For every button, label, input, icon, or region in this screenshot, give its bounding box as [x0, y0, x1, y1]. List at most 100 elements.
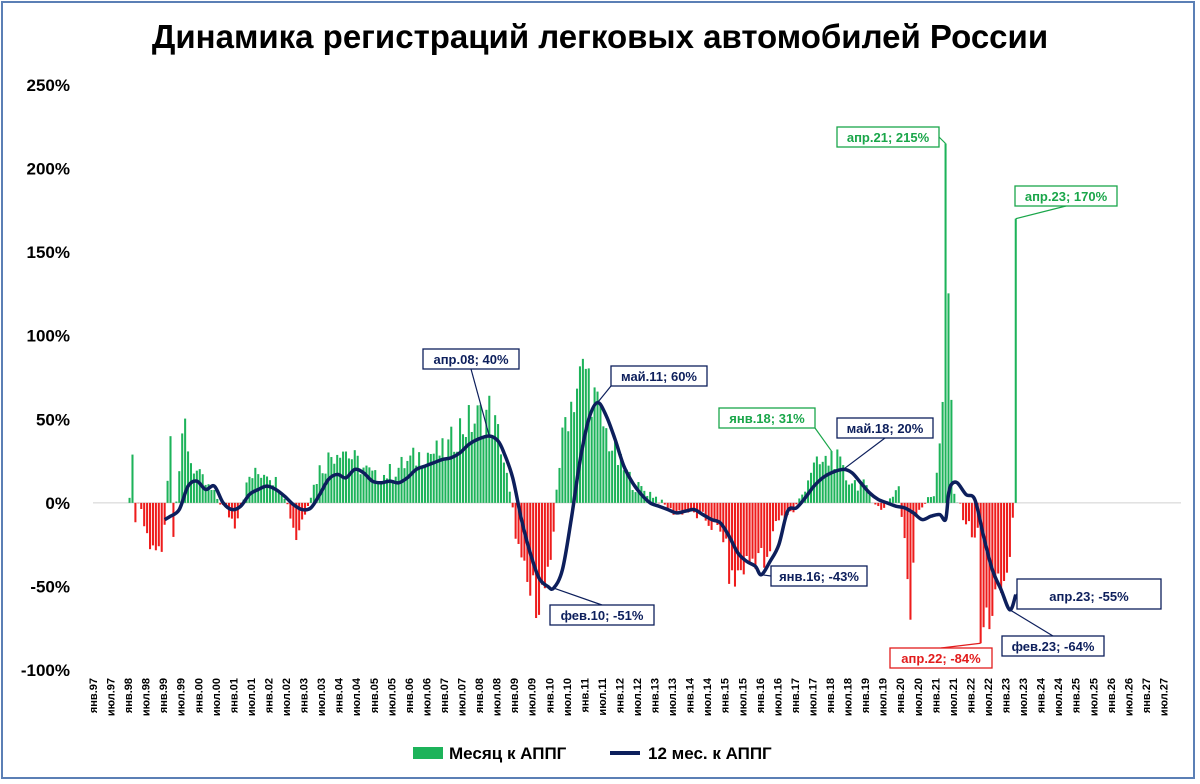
- bar-month: [581, 358, 584, 503]
- bar-month: [929, 496, 932, 503]
- bar-month: [953, 493, 956, 503]
- x-tick-label: июл.16: [772, 678, 784, 716]
- bar-month: [739, 502, 742, 571]
- x-tick-label: июл.08: [492, 678, 504, 716]
- bar-month: [365, 465, 368, 503]
- bar-month: [499, 454, 503, 503]
- annotation-label: апр.22; -84%: [901, 651, 981, 666]
- bar-month: [599, 405, 602, 503]
- bar-month: [701, 502, 704, 512]
- bar-month: [549, 502, 552, 560]
- bar-month: [602, 426, 605, 503]
- annotation-box: [549, 604, 655, 626]
- bar-month: [479, 404, 482, 503]
- x-tick-label: янв.01: [228, 678, 240, 713]
- x-tick-label: янв.12: [614, 678, 626, 713]
- bar-month: [707, 502, 710, 526]
- bar-month: [839, 456, 842, 503]
- x-tick-label: янв.27: [1141, 678, 1153, 713]
- bar-month: [154, 502, 157, 551]
- bar-month: [684, 502, 687, 511]
- bar-month: [915, 502, 918, 516]
- bar-month: [561, 427, 564, 503]
- bar-month: [219, 502, 222, 505]
- bar-month: [418, 452, 421, 503]
- bar-month: [760, 502, 763, 548]
- bar-month: [660, 499, 663, 503]
- bar-month: [622, 470, 625, 503]
- bar-month: [163, 502, 166, 525]
- annotation-leader: [1015, 205, 1067, 220]
- bar-month: [546, 502, 549, 567]
- bar-month: [350, 459, 353, 503]
- bar-month: [616, 465, 620, 503]
- bar-month: [371, 470, 374, 503]
- bar-month: [725, 502, 728, 539]
- bar-month: [567, 431, 570, 503]
- legend-label-monthly: Месяц к АППГ: [449, 744, 567, 763]
- bar-month: [877, 502, 880, 507]
- bar-month: [666, 502, 669, 511]
- x-tick-label: янв.10: [544, 678, 556, 713]
- legend-label-12m: 12 мес. к АППГ: [648, 744, 772, 763]
- bar-month: [745, 502, 748, 556]
- bar-month: [254, 467, 257, 503]
- bar-month: [178, 471, 181, 503]
- annotation-box: [836, 126, 940, 148]
- bar-month: [868, 494, 871, 503]
- bar-month: [909, 502, 912, 620]
- bar-month: [467, 405, 470, 503]
- bar-month: [286, 502, 289, 505]
- annotation-box: [610, 365, 708, 387]
- bar-month: [166, 480, 169, 503]
- bar-month: [728, 502, 731, 584]
- bar-month: [453, 451, 456, 503]
- bar-month: [497, 424, 500, 503]
- x-tick-label: июл.22: [983, 678, 995, 716]
- x-tick-label: янв.14: [685, 677, 697, 713]
- bar-month: [564, 417, 567, 503]
- bar-month: [362, 467, 365, 503]
- bar-month: [391, 479, 394, 503]
- bar-month: [675, 502, 678, 512]
- bar-month: [991, 502, 994, 616]
- bar-month: [482, 437, 485, 503]
- bar-month: [192, 473, 195, 503]
- x-tick-label: янв.19: [860, 678, 872, 713]
- x-tick-label: июл.12: [632, 678, 644, 716]
- annotation-label: фев.10; -51%: [561, 608, 644, 623]
- bar-month: [406, 460, 409, 503]
- bar-month: [669, 502, 672, 509]
- x-tick-label: янв.00: [193, 678, 205, 713]
- annotation-label: апр.08; 40%: [433, 352, 508, 367]
- bar-month: [780, 502, 783, 516]
- bar-month: [385, 478, 388, 503]
- bar-month: [903, 502, 906, 539]
- x-tick-label: июл.14: [702, 677, 714, 716]
- bar-month: [409, 455, 412, 503]
- bar-month: [880, 502, 883, 510]
- bar-month: [681, 502, 684, 515]
- bar-month: [511, 502, 514, 508]
- bar-month: [555, 489, 558, 503]
- bar-month: [394, 476, 397, 503]
- bar-month: [608, 451, 611, 503]
- bar-month: [769, 502, 772, 552]
- bar-month: [347, 458, 350, 503]
- bar-month: [590, 416, 593, 503]
- y-tick-label: 0%: [45, 494, 70, 513]
- bar-month: [426, 452, 429, 503]
- x-tick-label: янв.09: [509, 678, 521, 713]
- x-tick-label: янв.18: [825, 678, 837, 713]
- x-tick-label: янв.16: [755, 678, 767, 713]
- bar-month: [441, 438, 444, 503]
- bar-month: [924, 502, 927, 504]
- bar-month: [306, 502, 309, 507]
- bar-month: [517, 502, 520, 544]
- bar-month: [277, 493, 280, 503]
- x-tick-label: июл.23: [1018, 678, 1030, 716]
- legend-swatch-bar: [413, 747, 443, 759]
- annotation-box: [1014, 185, 1118, 207]
- x-tick-label: июл.03: [316, 678, 328, 716]
- bar-month: [438, 455, 441, 503]
